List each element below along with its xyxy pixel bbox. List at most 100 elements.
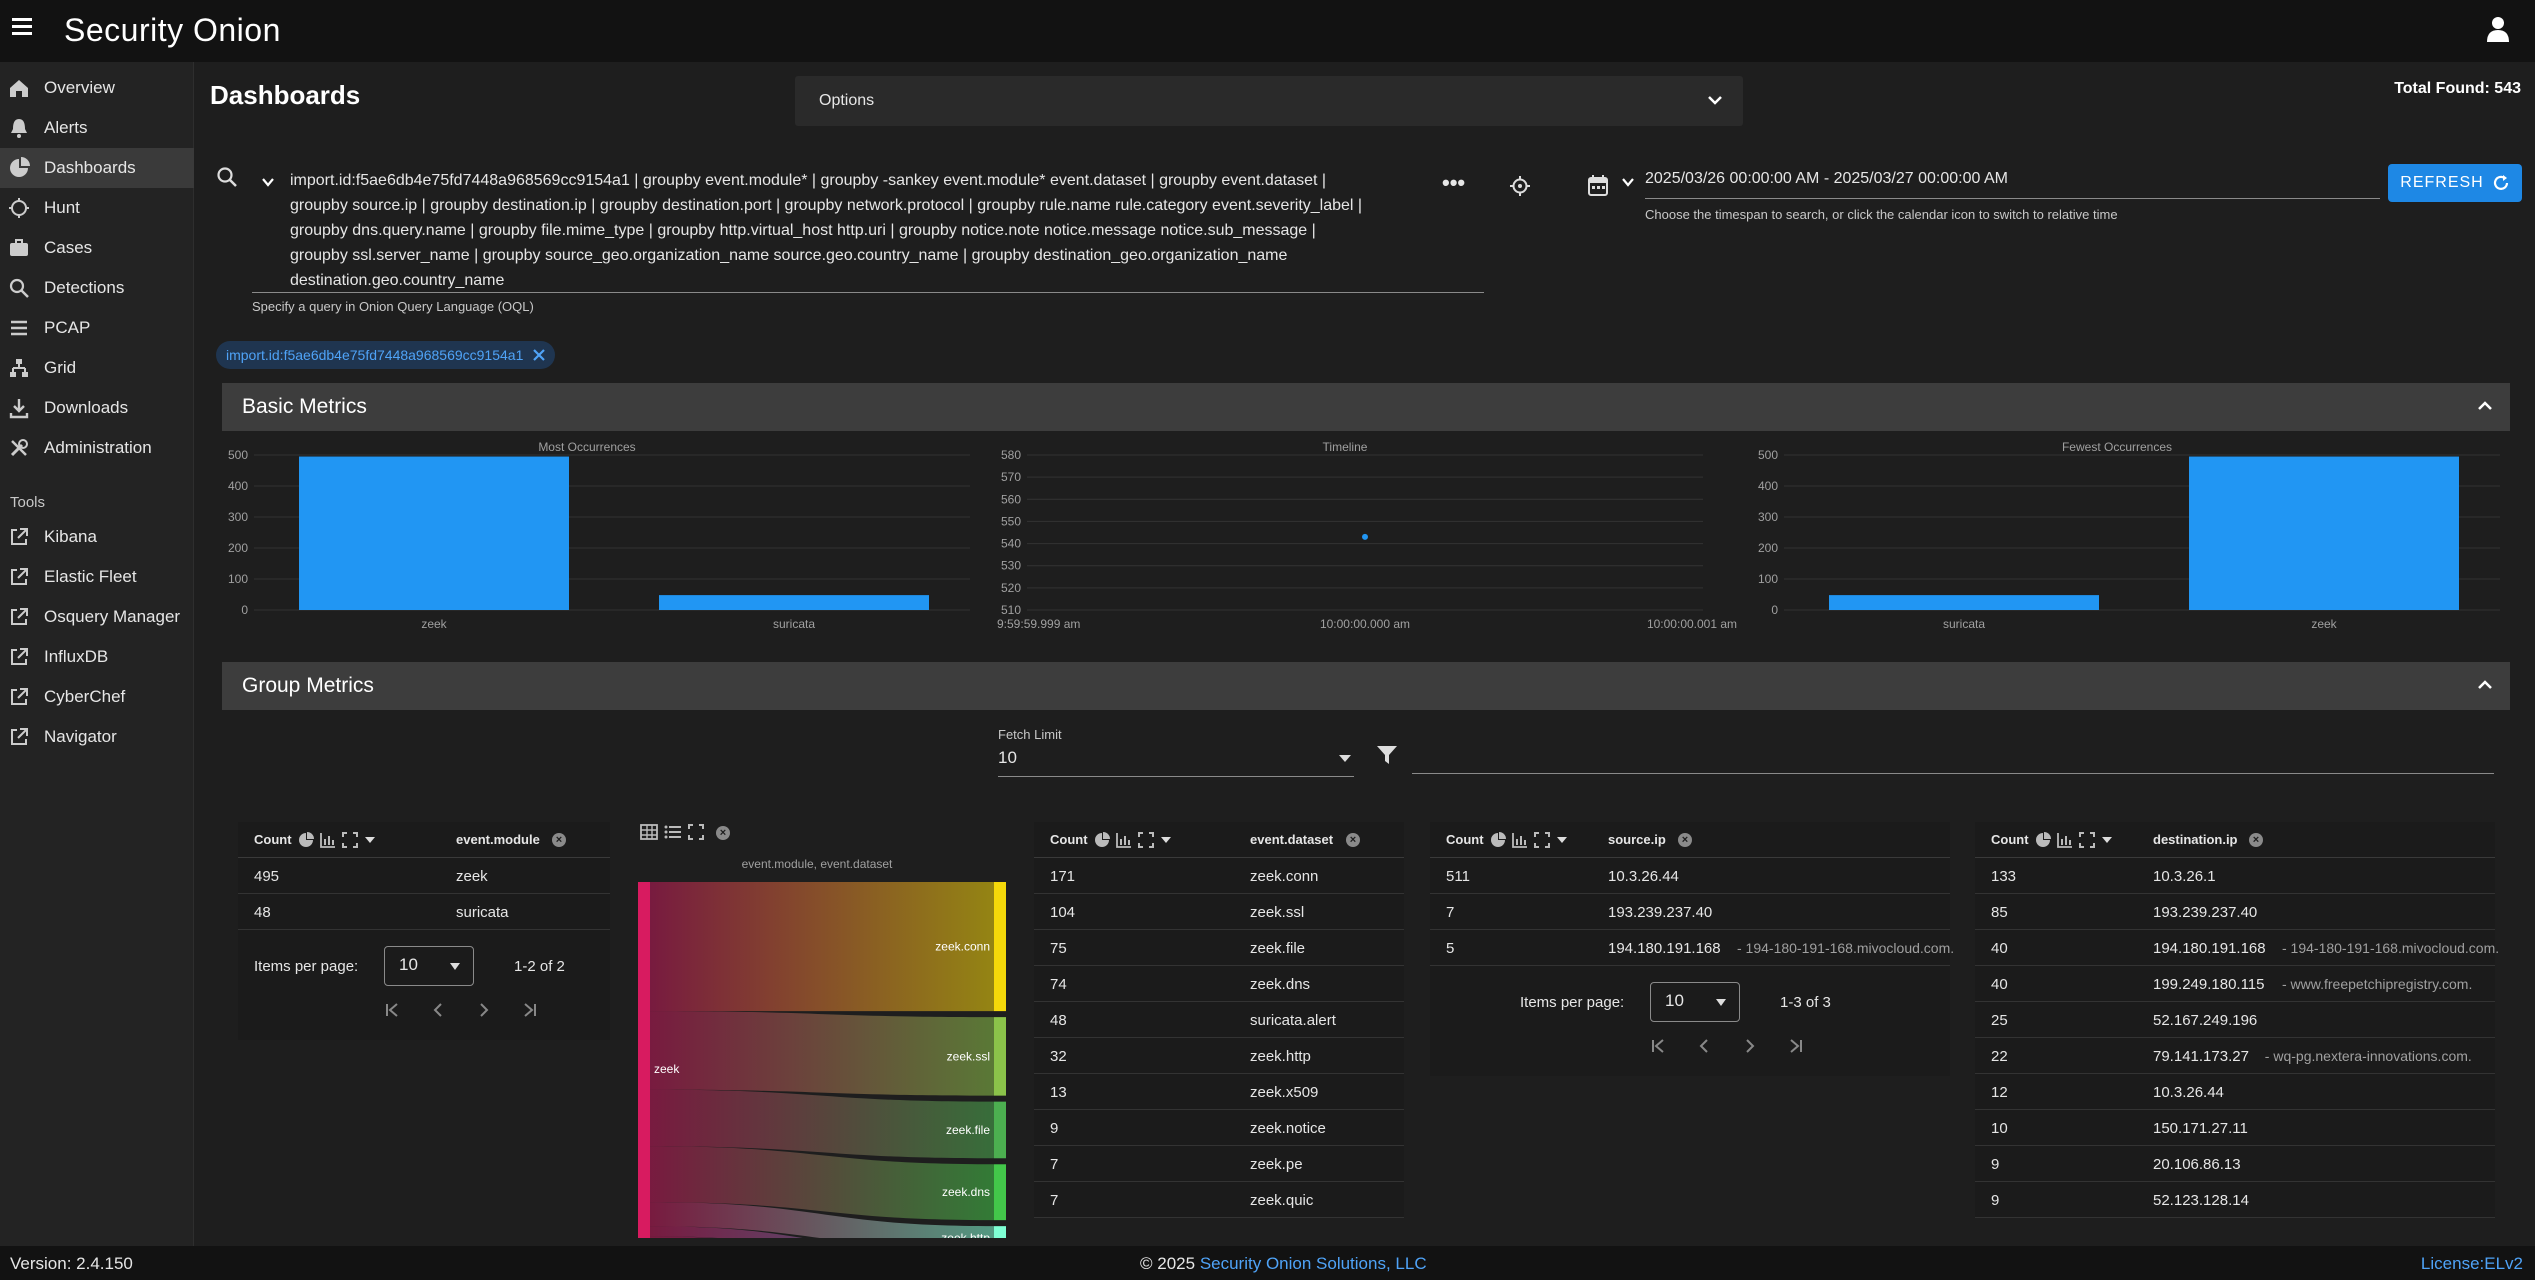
sidebar-item-kibana[interactable]: Kibana <box>0 517 194 557</box>
value-cell[interactable]: 193.239.237.40 <box>2153 904 2258 921</box>
sidebar-item-pcap[interactable]: PCAP <box>0 308 194 348</box>
value-cell[interactable]: 194.180.191.168 <box>1608 940 1721 957</box>
sankey-target-node[interactable] <box>994 882 1006 1012</box>
menu-icon[interactable] <box>12 18 32 35</box>
sankey-target-node[interactable] <box>994 1017 1006 1096</box>
filter-chip[interactable]: import.id:f5ae6db4e75fd7448a968569cc9154… <box>216 341 556 369</box>
bar-chart-icon[interactable] <box>1116 832 1132 848</box>
value-cell[interactable]: 150.171.27.11 <box>2153 1120 2248 1137</box>
license-link[interactable]: License:ELv2 <box>2420 1254 2523 1273</box>
field-column-header[interactable]: destination.ip <box>2153 832 2238 847</box>
query-input[interactable]: import.id:f5ae6db4e75fd7448a968569cc9154… <box>290 168 1482 293</box>
pie-chart-icon[interactable] <box>1094 832 1110 848</box>
pie-chart-icon[interactable] <box>298 832 314 848</box>
refresh-button[interactable]: REFRESH <box>2388 164 2522 202</box>
caret-down-icon[interactable] <box>1556 835 1568 845</box>
fullscreen-icon[interactable] <box>2079 832 2095 848</box>
sidebar-item-hunt[interactable]: Hunt <box>0 188 194 228</box>
count-column-header[interactable]: Count <box>254 832 292 847</box>
remove-field-icon[interactable]: × <box>1346 833 1360 847</box>
sidebar-item-cyberchef[interactable]: CyberChef <box>0 677 194 717</box>
sankey-flow[interactable] <box>650 1202 994 1238</box>
table-row[interactable]: 171 zeek.conn <box>1034 858 1404 894</box>
table-row[interactable]: 7 193.239.237.40 <box>1430 894 1950 930</box>
pie-chart-icon[interactable] <box>2035 832 2051 848</box>
table-row[interactable]: 9 20.106.86.13 <box>1975 1146 2495 1182</box>
bar[interactable] <box>1829 595 2099 610</box>
bar-chart-icon[interactable] <box>1512 832 1528 848</box>
remove-chart-icon[interactable]: × <box>716 826 730 840</box>
chevron-down-icon[interactable] <box>1705 90 1725 110</box>
value-cell[interactable]: 10.3.26.44 <box>1608 868 1679 885</box>
bar[interactable] <box>659 595 929 610</box>
sankey-flow[interactable] <box>650 882 994 1012</box>
sankey-target-node[interactable] <box>994 1101 1006 1159</box>
sidebar-item-grid[interactable]: Grid <box>0 348 194 388</box>
previous-page-icon[interactable] <box>430 1002 446 1018</box>
more-options-icon[interactable]: ••• <box>1442 170 1466 195</box>
time-range-input[interactable]: 2025/03/26 00:00:00 AM - 2025/03/27 00:0… <box>1645 170 2380 199</box>
sidebar-item-downloads[interactable]: Downloads <box>0 388 194 428</box>
bar[interactable] <box>2189 456 2459 610</box>
last-page-icon[interactable] <box>522 1002 538 1018</box>
caret-down-icon[interactable] <box>1338 754 1352 764</box>
value-cell[interactable]: zeek.file <box>1250 940 1306 957</box>
sidebar-item-alerts[interactable]: Alerts <box>0 108 194 148</box>
data-point[interactable] <box>1362 533 1368 540</box>
sidebar-item-influxdb[interactable]: InfluxDB <box>0 637 194 677</box>
table-row[interactable]: 25 52.167.249.196 <box>1975 1002 2495 1038</box>
search-icon[interactable] <box>216 166 238 188</box>
value-cell[interactable]: zeek.quic <box>1250 1192 1314 1209</box>
sankey-flow[interactable] <box>650 1011 994 1096</box>
count-column-header[interactable]: Count <box>1050 832 1088 847</box>
value-cell[interactable]: 79.141.173.27 <box>2153 1048 2249 1065</box>
sankey-flow[interactable] <box>650 1226 994 1238</box>
time-dropdown-chevron-icon[interactable] <box>1620 175 1636 189</box>
value-cell[interactable]: zeek.pe <box>1250 1156 1303 1173</box>
value-cell[interactable]: 199.249.180.115 <box>2153 976 2265 993</box>
table-row[interactable]: 133 10.3.26.1 <box>1975 858 2495 894</box>
options-expander[interactable]: Options <box>795 76 1743 126</box>
value-cell[interactable]: 10.3.26.44 <box>2153 1084 2224 1101</box>
sidebar-item-dashboards[interactable]: Dashboards <box>0 148 194 188</box>
field-column-header[interactable]: event.module <box>456 832 540 847</box>
table-row[interactable]: 48 suricata <box>238 894 610 930</box>
sankey-target-node[interactable] <box>994 1226 1006 1238</box>
table-row[interactable]: 85 193.239.237.40 <box>1975 894 2495 930</box>
table-row[interactable]: 495 zeek <box>238 858 610 894</box>
query-dropdown-chevron-icon[interactable] <box>260 175 276 189</box>
table-row[interactable]: 12 10.3.26.44 <box>1975 1074 2495 1110</box>
sidebar-item-cases[interactable]: Cases <box>0 228 194 268</box>
field-column-header[interactable]: source.ip <box>1608 832 1666 847</box>
table-row[interactable]: 48 suricata.alert <box>1034 1002 1404 1038</box>
calendar-icon[interactable] <box>1588 174 1608 196</box>
value-cell[interactable]: 52.123.128.14 <box>2153 1192 2249 1209</box>
app-logo[interactable]: Security Onion <box>64 12 281 48</box>
items-per-page-select[interactable]: 10 <box>384 946 474 986</box>
table-row[interactable]: 74 zeek.dns <box>1034 966 1404 1002</box>
table-row[interactable]: 40 194.180.191.168 - 194-180-191-168.mivo… <box>1975 930 2499 966</box>
value-cell[interactable]: zeek.ssl <box>1250 904 1305 921</box>
value-cell[interactable]: 193.239.237.40 <box>1608 904 1713 921</box>
fetch-limit-select[interactable]: 10 <box>998 748 1354 777</box>
first-page-icon[interactable] <box>384 1002 400 1018</box>
table-row[interactable]: 9 zeek.notice <box>1034 1110 1404 1146</box>
value-cell[interactable]: zeek.dns <box>1250 976 1311 993</box>
chevron-up-icon[interactable] <box>2474 395 2496 417</box>
fullscreen-icon[interactable] <box>688 824 704 840</box>
table-row[interactable]: 75 zeek.file <box>1034 930 1404 966</box>
caret-down-icon[interactable] <box>2101 835 2113 845</box>
caret-down-icon[interactable] <box>1160 835 1172 845</box>
list-view-icon[interactable] <box>664 824 682 840</box>
count-column-header[interactable]: Count <box>1446 832 1484 847</box>
value-cell[interactable]: zeek.notice <box>1250 1120 1326 1137</box>
sankey-target-node[interactable] <box>994 1164 1006 1221</box>
value-cell[interactable]: 52.167.249.196 <box>2153 1012 2258 1029</box>
value-cell[interactable]: suricata <box>456 904 509 921</box>
count-column-header[interactable]: Count <box>1991 832 2029 847</box>
remove-field-icon[interactable]: × <box>552 833 566 847</box>
table-view-icon[interactable] <box>640 824 658 840</box>
table-row[interactable]: 9 52.123.128.14 <box>1975 1182 2495 1218</box>
first-page-icon[interactable] <box>1650 1038 1666 1054</box>
fullscreen-icon[interactable] <box>1138 832 1154 848</box>
